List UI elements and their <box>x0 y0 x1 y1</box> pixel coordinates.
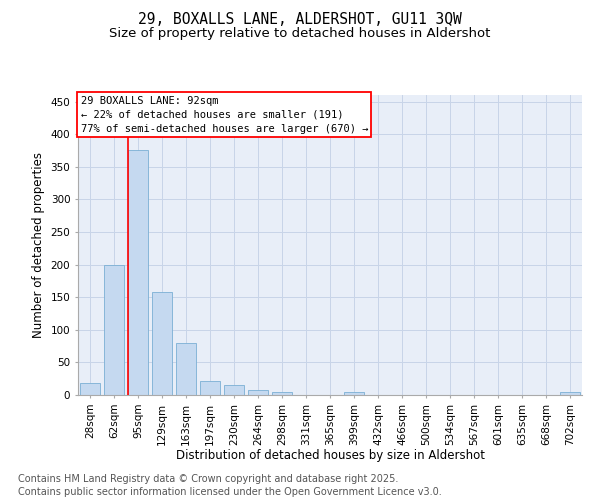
Text: 29 BOXALLS LANE: 92sqm
← 22% of detached houses are smaller (191)
77% of semi-de: 29 BOXALLS LANE: 92sqm ← 22% of detached… <box>80 96 368 134</box>
Bar <box>200 380 220 395</box>
Bar <box>128 150 148 395</box>
Bar <box>248 390 268 395</box>
Text: Contains HM Land Registry data © Crown copyright and database right 2025.: Contains HM Land Registry data © Crown c… <box>18 474 398 484</box>
Bar <box>560 392 580 395</box>
Bar <box>152 292 172 395</box>
Bar <box>272 392 292 395</box>
Bar <box>224 385 244 395</box>
Text: Contains public sector information licensed under the Open Government Licence v3: Contains public sector information licen… <box>18 487 442 497</box>
Text: 29, BOXALLS LANE, ALDERSHOT, GU11 3QW: 29, BOXALLS LANE, ALDERSHOT, GU11 3QW <box>138 12 462 28</box>
Text: Size of property relative to detached houses in Aldershot: Size of property relative to detached ho… <box>109 28 491 40</box>
Bar <box>176 343 196 395</box>
Bar <box>104 264 124 395</box>
X-axis label: Distribution of detached houses by size in Aldershot: Distribution of detached houses by size … <box>176 449 485 462</box>
Bar <box>80 384 100 395</box>
Bar <box>344 392 364 395</box>
Y-axis label: Number of detached properties: Number of detached properties <box>32 152 45 338</box>
